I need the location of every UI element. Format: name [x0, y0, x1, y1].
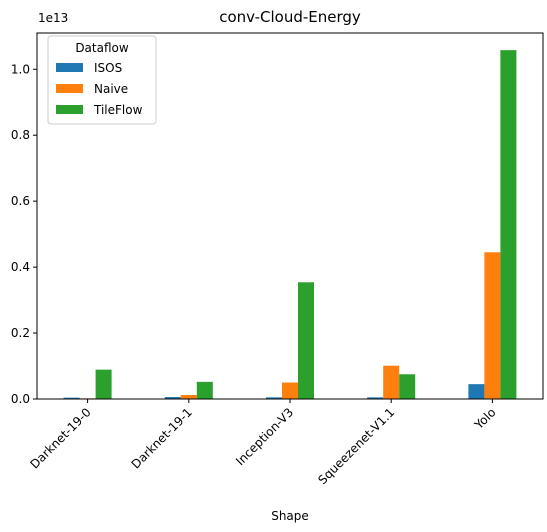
bar-naive-4 — [484, 252, 501, 399]
legend: Dataflow ISOS Naive TileFlow — [47, 35, 157, 125]
legend-label-tileflow: TileFlow — [93, 103, 143, 117]
bar-isos-2 — [266, 397, 282, 399]
y-axis: 0.0 0.2 0.4 0.6 0.8 1.0 — [11, 62, 37, 406]
bar-tileflow-3 — [399, 374, 416, 399]
bar-naive-2 — [282, 382, 298, 399]
bar-naive-3 — [383, 365, 400, 399]
bar-tileflow-2 — [298, 282, 314, 399]
y-tick-label: 0.4 — [11, 260, 30, 274]
legend-label-isos: ISOS — [94, 61, 122, 75]
bar-naive-1 — [180, 395, 197, 399]
y-tick-label: 0.0 — [11, 392, 30, 406]
bar-isos-1 — [164, 397, 181, 399]
bar-isos-4 — [468, 384, 485, 399]
y-tick-label: 1.0 — [11, 62, 30, 76]
bar-isos-3 — [367, 397, 384, 399]
y-tick-label: 0.2 — [11, 326, 30, 340]
x-axis-label: Shape — [271, 509, 309, 523]
legend-swatch-naive — [56, 84, 83, 93]
y-tick-label: 0.8 — [11, 128, 30, 142]
y-tick-label: 0.6 — [11, 194, 30, 208]
bars-group — [63, 50, 517, 400]
legend-box — [47, 35, 157, 125]
plot-frame — [36, 32, 544, 400]
legend-title: Dataflow — [75, 41, 129, 55]
legend-label-naive: Naive — [94, 82, 128, 96]
legend-swatch-isos — [56, 63, 83, 72]
y-scale-label: 1e13 — [38, 11, 68, 25]
bar-tileflow-0 — [95, 369, 112, 399]
bar-tileflow-4 — [500, 50, 517, 400]
chart-title: conv-Cloud-Energy — [219, 8, 361, 26]
legend-swatch-tileflow — [56, 105, 83, 114]
bar-isos-0 — [63, 397, 80, 399]
bar-tileflow-1 — [196, 381, 213, 399]
